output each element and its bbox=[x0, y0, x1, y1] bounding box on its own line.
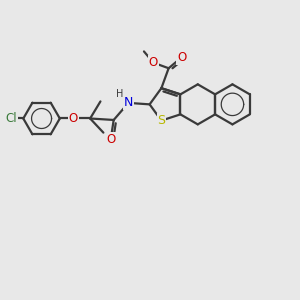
Text: H: H bbox=[116, 89, 124, 99]
Text: Cl: Cl bbox=[5, 112, 17, 125]
Text: O: O bbox=[149, 56, 158, 69]
Text: N: N bbox=[124, 96, 133, 110]
Text: S: S bbox=[158, 114, 165, 127]
Text: O: O bbox=[106, 133, 116, 146]
Text: O: O bbox=[177, 51, 186, 64]
Text: O: O bbox=[68, 112, 78, 125]
